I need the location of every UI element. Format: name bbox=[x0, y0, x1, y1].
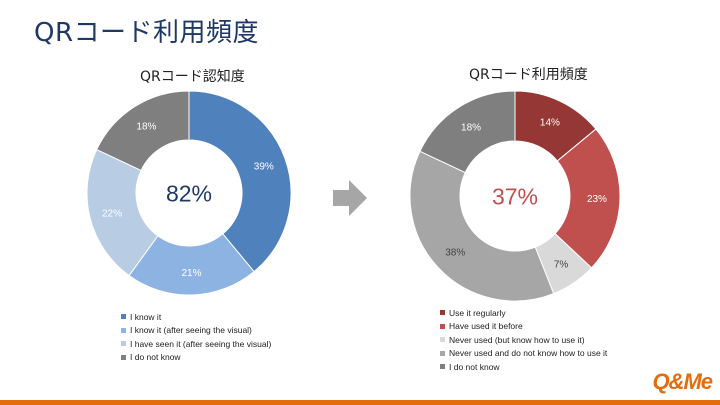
usage-legend-label-2: Never used (but know how to use it) bbox=[449, 334, 585, 345]
usage-legend-swatch-3 bbox=[440, 350, 445, 356]
awareness-legend-swatch-0 bbox=[121, 314, 126, 320]
usage-legend-item-2: Never used (but know how to use it) bbox=[440, 333, 607, 347]
awareness-slice-label-1: 21% bbox=[181, 268, 201, 279]
usage-slice-4 bbox=[419, 90, 516, 174]
usage-legend-label-1: Have used it before bbox=[449, 321, 523, 332]
awareness-legend: I know it I know it (after seeing the vis… bbox=[121, 310, 271, 364]
usage-legend-label-4: I do not know bbox=[449, 361, 500, 372]
awareness-slice-3 bbox=[96, 90, 190, 172]
usage-legend: Use it regularly Have used it before Never… bbox=[440, 306, 607, 374]
bottom-accent-bar bbox=[0, 400, 720, 405]
slide-title: QRコード利用頻度 bbox=[34, 18, 260, 48]
usage-legend-swatch-2 bbox=[440, 337, 445, 343]
usage-legend-item-0: Use it regularly bbox=[440, 306, 607, 320]
awareness-slice-label-0: 39% bbox=[254, 162, 274, 173]
awareness-legend-item-3: I do not know bbox=[121, 351, 271, 365]
chart-title-awareness: QRコード認知度 bbox=[140, 69, 245, 85]
usage-slice-3 bbox=[409, 150, 555, 302]
arrow-right-icon bbox=[333, 180, 367, 216]
awareness-slice-0 bbox=[188, 90, 292, 273]
usage-legend-swatch-0 bbox=[440, 310, 445, 316]
usage-slice-label-0: 14% bbox=[540, 117, 560, 128]
awareness-legend-item-0: I know it bbox=[121, 310, 271, 324]
usage-donut-chart: 14% 23% 7% 38% 18% 37% bbox=[409, 90, 621, 302]
usage-slice-label-4: 18% bbox=[461, 122, 481, 133]
awareness-legend-swatch-1 bbox=[121, 327, 126, 333]
awareness-legend-swatch-2 bbox=[121, 341, 126, 347]
usage-legend-item-1: Have used it before bbox=[440, 320, 607, 334]
usage-center-value: 37% bbox=[492, 183, 538, 209]
awareness-legend-label-3: I do not know bbox=[130, 352, 181, 363]
awareness-legend-item-2: I have seen it (after seeing the visual) bbox=[121, 337, 271, 351]
usage-legend-item-4: I do not know bbox=[440, 360, 607, 374]
usage-legend-swatch-4 bbox=[440, 364, 445, 370]
awareness-slice-label-2: 22% bbox=[102, 208, 122, 219]
qandme-logo: Q&Me bbox=[652, 369, 713, 394]
awareness-donut-chart: 39% 21% 22% 18% 82% bbox=[86, 90, 292, 296]
usage-legend-label-3: Never used and do not know how to use it bbox=[449, 348, 608, 359]
usage-legend-item-3: Never used and do not know how to use it bbox=[440, 347, 607, 361]
awareness-center-value: 82% bbox=[166, 180, 212, 206]
awareness-slice-label-3: 18% bbox=[136, 121, 156, 132]
awareness-legend-swatch-3 bbox=[121, 354, 126, 360]
usage-slice-label-1: 23% bbox=[587, 194, 607, 205]
usage-legend-swatch-1 bbox=[440, 323, 445, 329]
awareness-legend-item-1: I know it (after seeing the visual) bbox=[121, 324, 271, 338]
usage-slice-1 bbox=[554, 128, 621, 269]
awareness-legend-label-2: I have seen it (after seeing the visual) bbox=[130, 338, 272, 349]
awareness-legend-label-1: I know it (after seeing the visual) bbox=[130, 325, 252, 336]
usage-slice-label-3: 38% bbox=[445, 248, 465, 259]
chart-title-usage: QRコード利用頻度 bbox=[469, 67, 588, 83]
awareness-legend-label-0: I know it bbox=[130, 311, 162, 322]
usage-slice-label-2: 7% bbox=[554, 259, 569, 270]
usage-legend-label-0: Use it regularly bbox=[449, 307, 506, 318]
